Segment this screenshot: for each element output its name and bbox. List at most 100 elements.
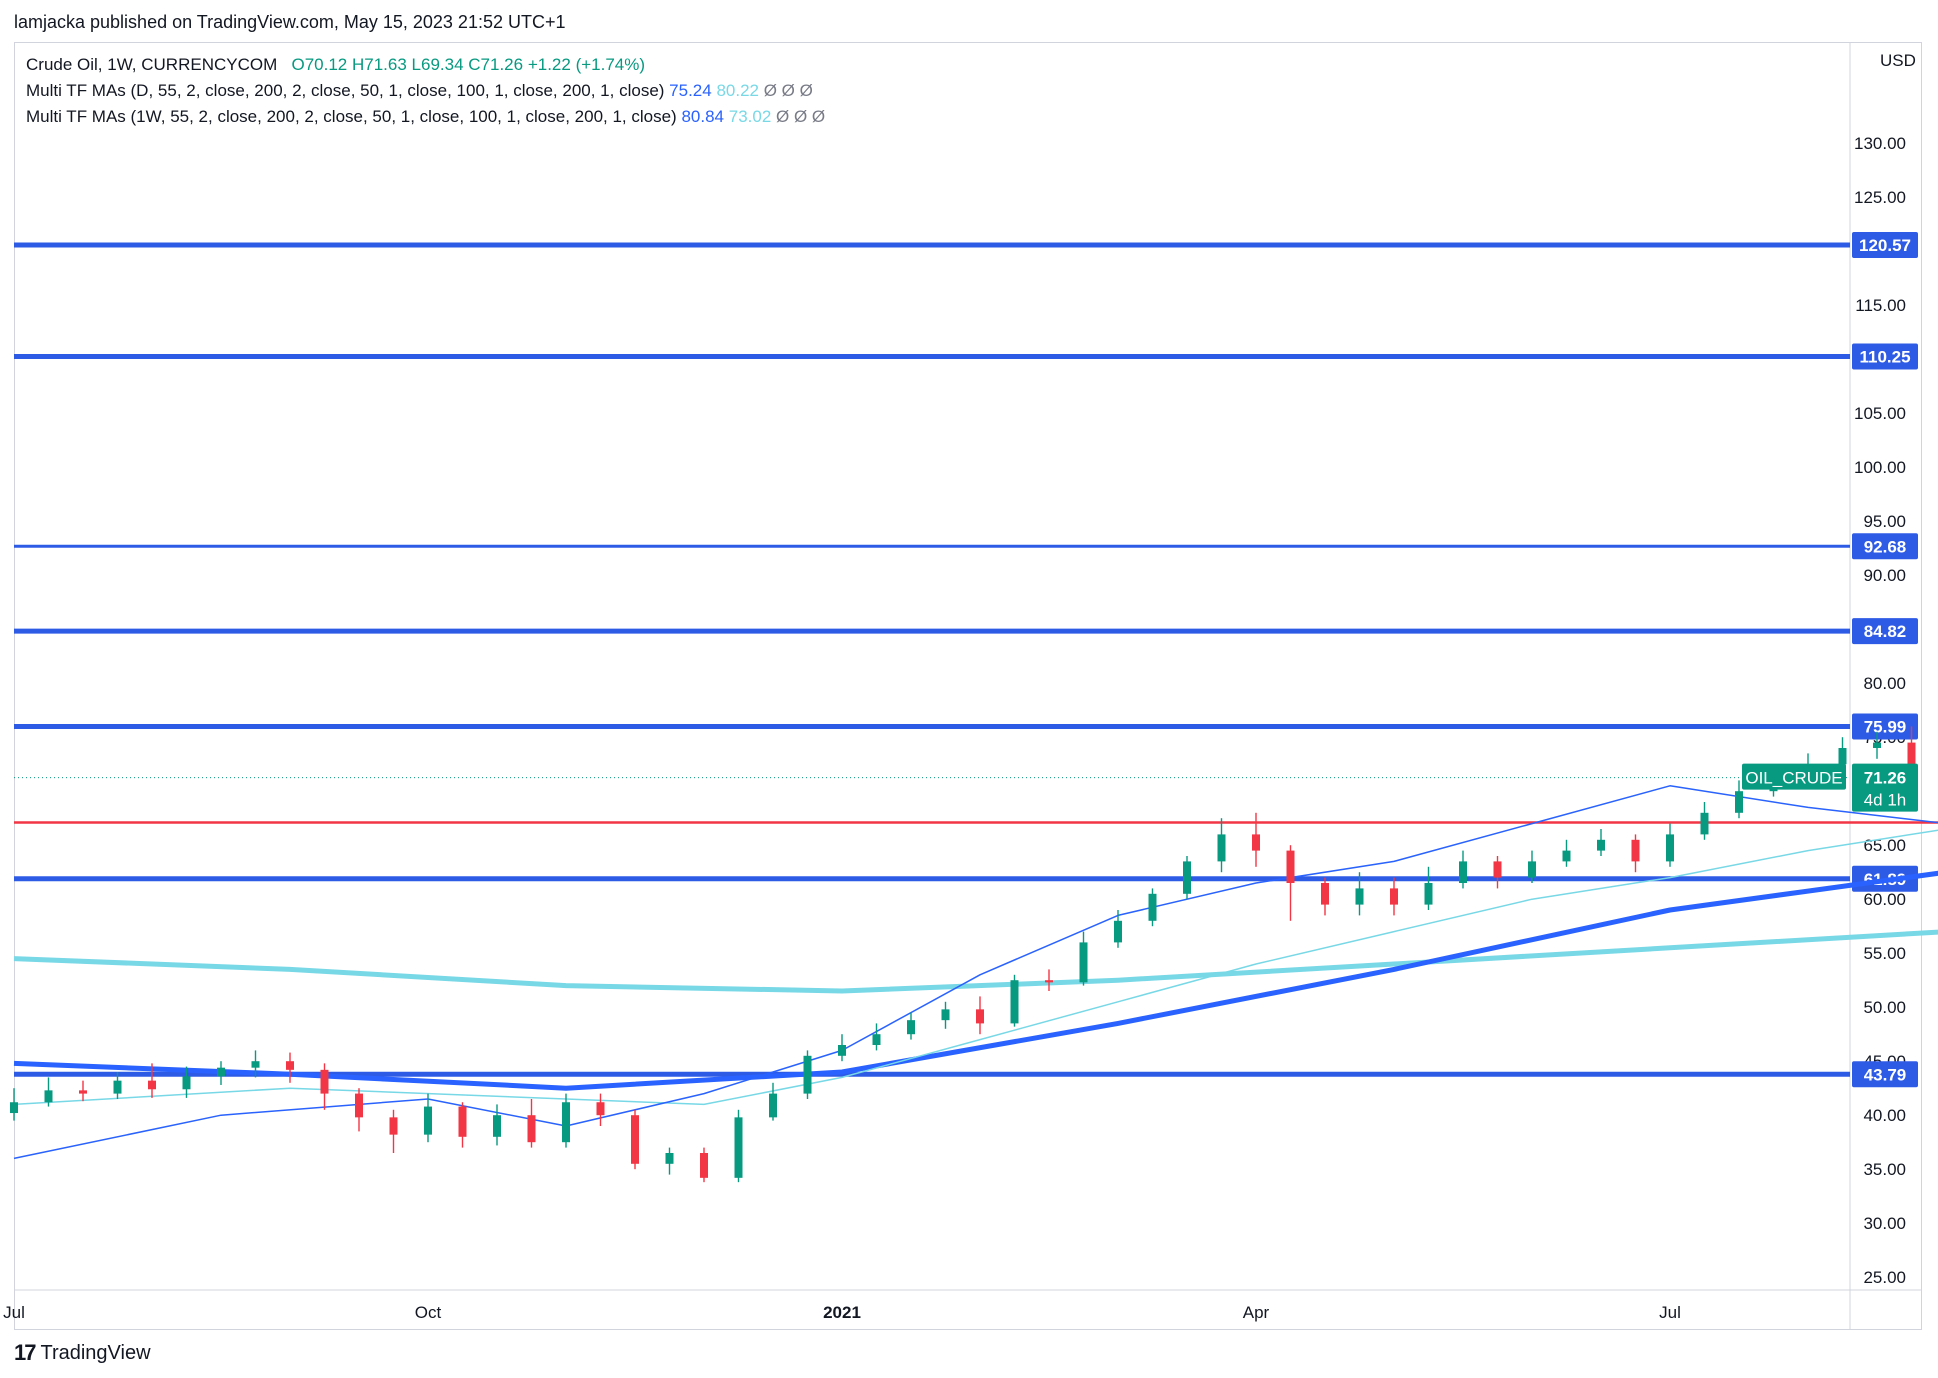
last-price-label: 71.26 <box>1864 769 1907 788</box>
candle-body[interactable] <box>320 1069 329 1094</box>
y-tick-label: 90.00 <box>1863 566 1906 585</box>
x-tick-label: Jul <box>3 1303 25 1322</box>
candle-body[interactable] <box>1424 883 1433 905</box>
candle-body[interactable] <box>458 1106 467 1137</box>
y-tick-label: 125.00 <box>1854 188 1906 207</box>
tradingview-footer[interactable]: 17 TradingView <box>14 1340 151 1366</box>
candle-body[interactable] <box>113 1080 122 1094</box>
legend-ma-daily-v1: 75.24 <box>669 81 712 100</box>
candle-body[interactable] <box>1321 883 1329 905</box>
candle-body[interactable] <box>217 1067 225 1077</box>
y-tick-label: 30.00 <box>1863 1214 1906 1233</box>
candle-body[interactable] <box>907 1020 915 1035</box>
y-tick-label: 80.00 <box>1863 674 1906 693</box>
candle-body[interactable] <box>734 1117 743 1178</box>
candle-body[interactable] <box>838 1045 846 1056</box>
candle-body[interactable] <box>700 1153 708 1178</box>
candle-body[interactable] <box>1079 942 1088 983</box>
candle-body[interactable] <box>1252 834 1260 851</box>
level-price-tag <box>1852 1061 1918 1088</box>
candle-body[interactable] <box>1217 834 1226 862</box>
legend-ma-daily-v2: 80.22 <box>716 81 759 100</box>
currency-label: USD <box>1880 51 1916 70</box>
legend-ma-weekly-row[interactable]: Multi TF MAs (1W, 55, 2, close, 200, 2, … <box>26 104 825 130</box>
legend-ma-weekly-v1: 80.84 <box>681 107 724 126</box>
legend-ma-daily-label: Multi TF MAs (D, 55, 2, close, 200, 2, c… <box>26 81 665 100</box>
candle-body[interactable] <box>596 1102 605 1116</box>
legend-ma-weekly-label: Multi TF MAs (1W, 55, 2, close, 200, 2, … <box>26 107 677 126</box>
candle-body[interactable] <box>1355 888 1364 905</box>
level-price-label: 120.57 <box>1859 236 1911 255</box>
legend-ma-daily-rest: Ø Ø Ø <box>763 81 813 100</box>
candle-body[interactable] <box>1114 920 1122 943</box>
candle-body[interactable] <box>148 1080 156 1090</box>
candle-body[interactable] <box>562 1102 570 1143</box>
symbol-tag-label: OIL_CRUDE <box>1745 769 1842 788</box>
legend-low: L69.34 <box>411 55 464 74</box>
candle-body[interactable] <box>1838 748 1847 765</box>
candle-body[interactable] <box>493 1115 501 1137</box>
candle-body[interactable] <box>1010 980 1019 1024</box>
x-tick-label: Apr <box>1243 1303 1270 1322</box>
candle-body[interactable] <box>251 1061 260 1068</box>
candle-body[interactable] <box>10 1102 18 1114</box>
candle-body[interactable] <box>1390 888 1398 905</box>
level-price-label: 43.79 <box>1864 1065 1907 1084</box>
candle-body[interactable] <box>872 1034 881 1045</box>
legend-ma-daily-row[interactable]: Multi TF MAs (D, 55, 2, close, 200, 2, c… <box>26 78 825 104</box>
level-price-label: 84.82 <box>1864 622 1907 641</box>
candle-body[interactable] <box>1148 893 1157 921</box>
candle-body[interactable] <box>1183 861 1191 894</box>
candle-body[interactable] <box>389 1117 398 1135</box>
level-price-tag <box>1852 533 1918 560</box>
moving-average-line <box>13 829 1938 1106</box>
candle-body[interactable] <box>1873 742 1881 748</box>
candle-body[interactable] <box>527 1115 536 1143</box>
candle-body[interactable] <box>1700 812 1709 835</box>
y-tick-label: 100.00 <box>1854 458 1906 477</box>
candle-body[interactable] <box>803 1055 812 1094</box>
level-price-label: 92.68 <box>1864 537 1907 556</box>
tradingview-brand: TradingView <box>40 1341 151 1364</box>
candle-body[interactable] <box>941 1009 950 1021</box>
candle-body[interactable] <box>1493 861 1502 878</box>
candle-body[interactable] <box>769 1093 777 1118</box>
legend-close: C71.26 <box>468 55 524 74</box>
y-tick-label: 130.00 <box>1854 134 1906 153</box>
y-tick-label: 25.00 <box>1863 1268 1906 1287</box>
moving-average-line <box>13 870 1938 1091</box>
candle-body[interactable] <box>1286 850 1295 883</box>
candle-body[interactable] <box>79 1090 87 1094</box>
candle-body[interactable] <box>1735 791 1743 813</box>
legend-change: +1.22 (+1.74%) <box>527 55 646 74</box>
level-price-tag <box>1852 343 1918 370</box>
candle-body[interactable] <box>1562 850 1571 862</box>
candle-body[interactable] <box>1666 834 1674 862</box>
level-price-label: 75.99 <box>1864 718 1907 737</box>
chart-legend: Crude Oil, 1W, CURRENCYCOM O70.12 H71.63… <box>26 52 825 130</box>
candle-body[interactable] <box>1528 861 1536 878</box>
candle-body[interactable] <box>976 1009 984 1024</box>
level-price-tag <box>1852 618 1918 645</box>
x-tick-label: Oct <box>415 1303 442 1322</box>
candle-body[interactable] <box>355 1093 363 1118</box>
candle-body[interactable] <box>1631 839 1640 862</box>
candle-body[interactable] <box>665 1153 674 1164</box>
last-price-tag <box>1852 763 1918 812</box>
candle-body[interactable] <box>1459 861 1467 883</box>
y-tick-label: 55.00 <box>1863 944 1906 963</box>
y-tick-label: 40.00 <box>1863 1106 1906 1125</box>
candle-body[interactable] <box>1907 742 1916 775</box>
candle-body[interactable] <box>44 1090 53 1103</box>
chart-frame[interactable] <box>14 42 1922 1330</box>
legend-symbol-row[interactable]: Crude Oil, 1W, CURRENCYCOM O70.12 H71.63… <box>26 52 825 78</box>
candle-body[interactable] <box>286 1061 294 1070</box>
candle-body[interactable] <box>182 1076 191 1090</box>
candle-body[interactable] <box>424 1106 432 1135</box>
candle-body[interactable] <box>631 1115 639 1164</box>
candle-body[interactable] <box>1597 839 1605 851</box>
y-tick-label: 105.00 <box>1854 404 1906 423</box>
candle-body[interactable] <box>1045 980 1053 983</box>
y-tick-label: 35.00 <box>1863 1160 1906 1179</box>
